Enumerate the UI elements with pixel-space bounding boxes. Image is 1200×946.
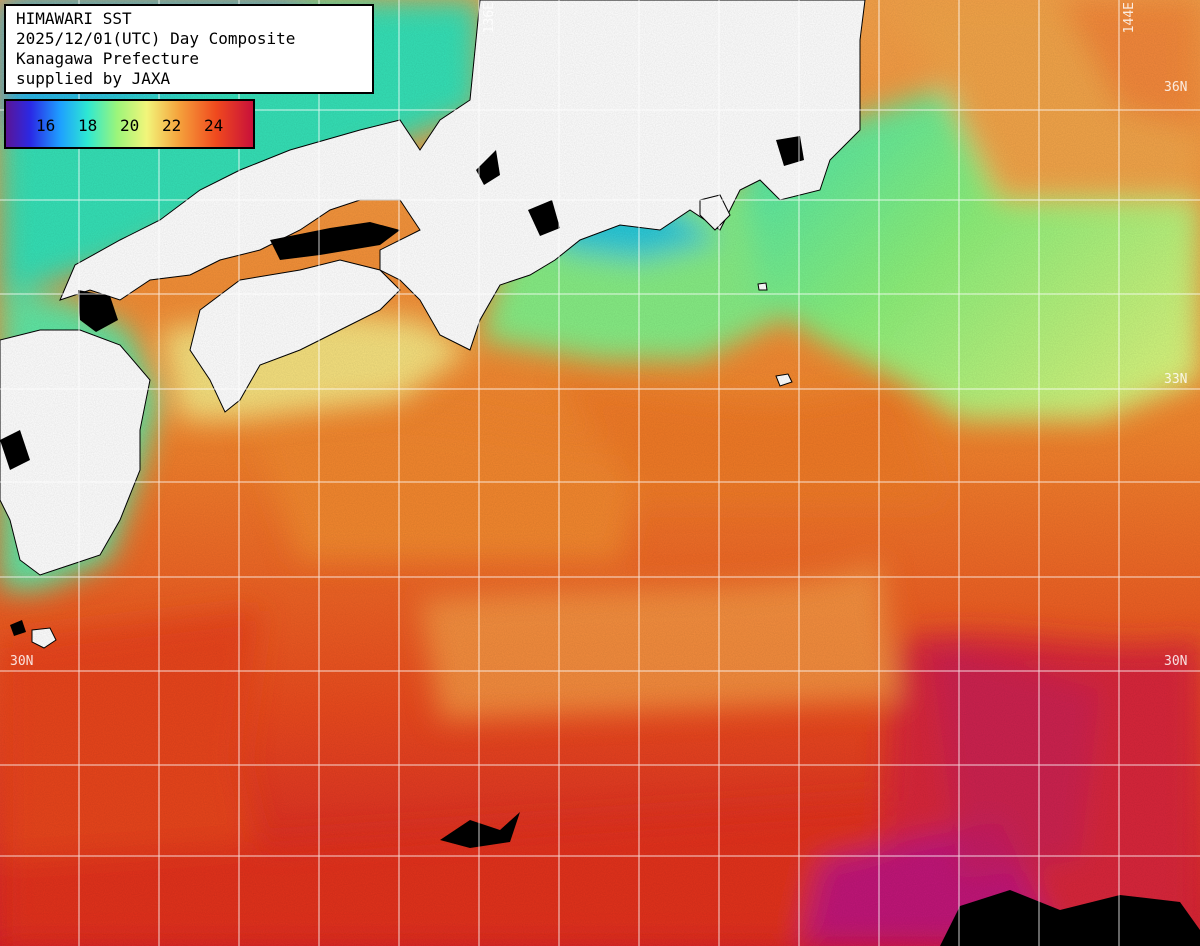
temperature-color-legend: 16 18 20 22 24 (4, 99, 255, 149)
lon-label-144e: 144E (1122, 2, 1137, 34)
title-date: 2025/12/01(UTC) Day Composite (16, 29, 296, 48)
title-product: HIMAWARI SST (16, 9, 132, 28)
lat-label-36n: 36N (1164, 80, 1188, 95)
title-region: Kanagawa Prefecture (16, 49, 200, 68)
legend-tick-18: 18 (78, 116, 98, 135)
lon-label-136e: 136E (482, 2, 497, 34)
title-box: HIMAWARI SST 2025/12/01(UTC) Day Composi… (4, 4, 374, 94)
legend-tick-24: 24 (204, 116, 224, 135)
lat-label-30n-right: 30N (1164, 654, 1188, 669)
legend-tick-20: 20 (120, 116, 140, 135)
lat-label-30n-left: 30N (10, 654, 34, 669)
legend-tick-22: 22 (162, 116, 182, 135)
title-credit: supplied by JAXA (16, 69, 171, 88)
lat-label-33n: 33N (1164, 372, 1188, 387)
legend-tick-16: 16 (36, 116, 56, 135)
